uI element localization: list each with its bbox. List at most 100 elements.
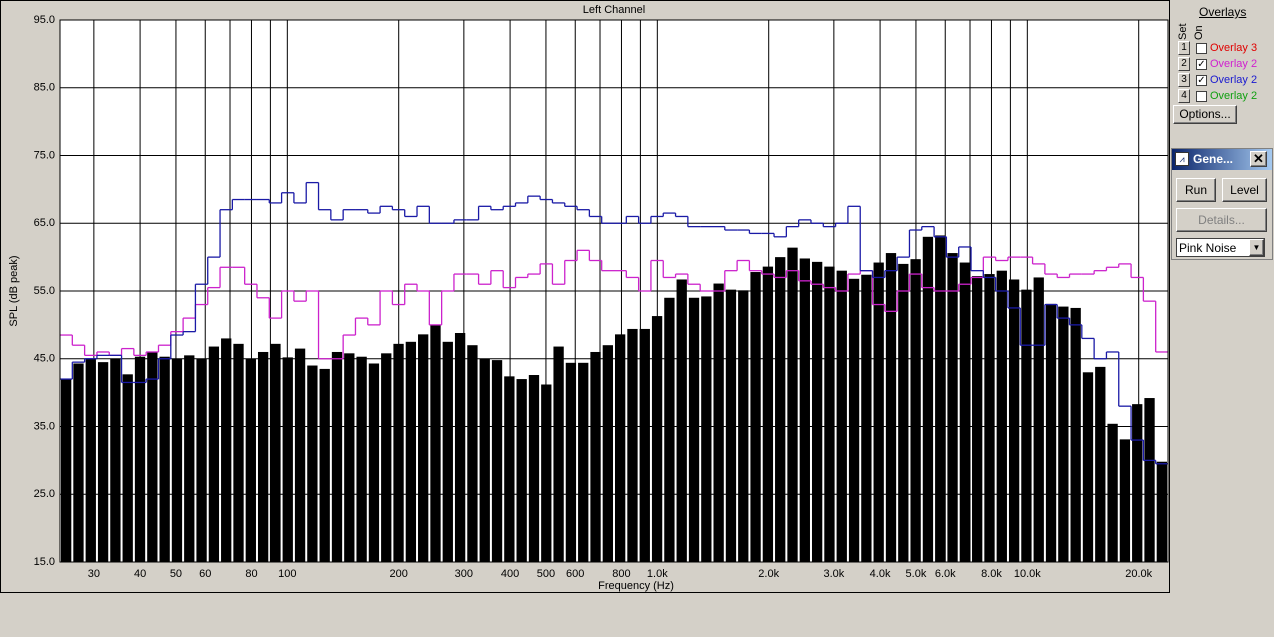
overlay-label: Overlay 2 bbox=[1210, 58, 1258, 70]
bar bbox=[1095, 366, 1106, 562]
bar bbox=[245, 358, 256, 562]
y-tick-label: 25.0 bbox=[34, 488, 55, 500]
overlay-checkbox[interactable]: ✓ bbox=[1196, 75, 1207, 86]
bar bbox=[221, 338, 232, 562]
bar bbox=[947, 253, 958, 562]
bar bbox=[1107, 423, 1118, 562]
bar bbox=[467, 345, 478, 562]
spectrum-chart: Left Channel Frequency (Hz) SPL (dB peak… bbox=[0, 0, 1170, 593]
bar bbox=[1021, 289, 1032, 562]
bar bbox=[762, 266, 774, 562]
y-tick-label: 55.0 bbox=[34, 285, 55, 297]
overlay-set-button[interactable]: 2 bbox=[1178, 57, 1190, 71]
bar bbox=[627, 328, 638, 562]
bar bbox=[775, 257, 786, 562]
overlay-checkbox[interactable] bbox=[1196, 43, 1207, 54]
bar bbox=[344, 353, 355, 562]
x-tick-label: 50 bbox=[170, 568, 182, 580]
plot-border bbox=[59, 19, 1169, 563]
x-tick-label: 300 bbox=[455, 568, 473, 580]
bar bbox=[676, 279, 687, 562]
y-tick-label: 75.0 bbox=[34, 149, 55, 161]
bar bbox=[528, 375, 540, 562]
x-axis-label: Frequency (Hz) bbox=[598, 580, 674, 592]
bar bbox=[799, 258, 810, 562]
options-button[interactable]: Options... bbox=[1173, 105, 1237, 124]
bar bbox=[664, 297, 675, 562]
run-button[interactable]: Run bbox=[1176, 178, 1216, 202]
bar bbox=[602, 345, 613, 562]
bar bbox=[1132, 404, 1143, 562]
bar bbox=[541, 384, 552, 562]
bar bbox=[996, 270, 1007, 562]
bar bbox=[811, 261, 823, 562]
dropdown-arrow[interactable]: ▼ bbox=[1249, 239, 1264, 256]
generator-icon: ⩘ bbox=[1175, 152, 1189, 166]
x-tick-label: 100 bbox=[278, 568, 296, 580]
bar bbox=[61, 379, 72, 562]
bar bbox=[1156, 461, 1167, 562]
bar bbox=[134, 356, 146, 562]
bar bbox=[122, 374, 133, 562]
details-button: Details... bbox=[1176, 208, 1267, 232]
bar bbox=[171, 358, 183, 562]
x-tick-label: 800 bbox=[612, 568, 630, 580]
bar bbox=[504, 376, 515, 562]
bar bbox=[861, 274, 872, 562]
overlay-checkbox[interactable]: ✓ bbox=[1196, 59, 1207, 70]
bar bbox=[651, 316, 663, 562]
bar bbox=[479, 358, 490, 562]
bar bbox=[848, 278, 860, 562]
x-tick-label: 400 bbox=[501, 568, 519, 580]
bar bbox=[516, 379, 527, 562]
x-tick-label: 600 bbox=[566, 568, 584, 580]
bar bbox=[935, 235, 946, 562]
bar bbox=[1082, 372, 1094, 562]
bar bbox=[147, 351, 158, 562]
bar bbox=[307, 365, 318, 562]
bar bbox=[972, 276, 983, 562]
bar bbox=[393, 343, 404, 562]
x-tick-label: 6.0k bbox=[935, 568, 956, 580]
x-tick-label: 2.0k bbox=[758, 568, 779, 580]
bar bbox=[405, 341, 417, 562]
bar bbox=[491, 360, 503, 562]
source-select[interactable]: Pink Noise ▼ bbox=[1176, 238, 1265, 257]
bar bbox=[208, 346, 220, 562]
x-tick-label: 1.0k bbox=[647, 568, 668, 580]
bar bbox=[639, 328, 650, 562]
bar bbox=[319, 368, 330, 562]
bar bbox=[418, 334, 429, 562]
bar bbox=[725, 289, 737, 562]
bar bbox=[553, 346, 564, 562]
bar bbox=[442, 341, 453, 562]
overlay-set-button[interactable]: 1 bbox=[1178, 41, 1190, 55]
overlay-set-button[interactable]: 3 bbox=[1178, 73, 1190, 87]
bar bbox=[282, 357, 293, 562]
bar bbox=[1070, 307, 1081, 562]
bar bbox=[590, 351, 601, 562]
bar bbox=[885, 253, 897, 562]
bar bbox=[824, 266, 835, 562]
y-tick-label: 15.0 bbox=[34, 556, 55, 568]
bar bbox=[110, 358, 121, 562]
bar bbox=[331, 351, 343, 562]
bar bbox=[233, 343, 244, 562]
bar bbox=[356, 356, 367, 562]
bar bbox=[836, 270, 847, 562]
level-button[interactable]: Level bbox=[1222, 178, 1267, 202]
x-tick-label: 40 bbox=[134, 568, 146, 580]
bar bbox=[1033, 277, 1044, 562]
close-button[interactable]: ✕ bbox=[1250, 151, 1267, 167]
overlay-checkbox[interactable] bbox=[1196, 91, 1207, 102]
overlay-set-button[interactable]: 4 bbox=[1178, 89, 1190, 103]
x-tick-label: 200 bbox=[390, 568, 408, 580]
source-value: Pink Noise bbox=[1179, 241, 1237, 255]
overlay-label: Overlay 2 bbox=[1210, 90, 1258, 102]
bar bbox=[787, 247, 798, 562]
bar bbox=[184, 355, 195, 562]
bar bbox=[270, 343, 281, 562]
bar bbox=[713, 283, 724, 562]
bar bbox=[159, 356, 170, 562]
on-label: On bbox=[1193, 25, 1205, 40]
